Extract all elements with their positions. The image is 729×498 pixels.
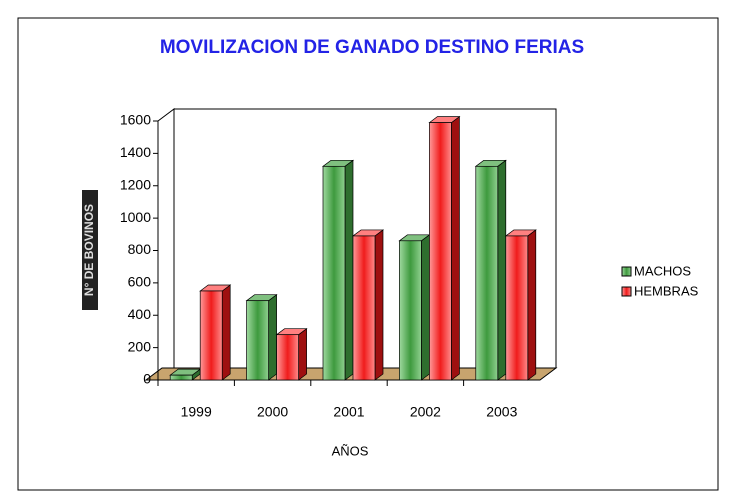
x-tick-label: 2001 xyxy=(333,404,364,420)
bar-side xyxy=(268,293,277,381)
y-tick-label: 1200 xyxy=(120,176,151,192)
y-tick-label: 200 xyxy=(128,338,152,354)
x-tick-label: 2000 xyxy=(257,404,288,420)
bar-side xyxy=(527,229,537,381)
legend-label: HEMBRAS xyxy=(634,283,699,298)
bar-side xyxy=(344,159,354,381)
bar xyxy=(505,235,529,381)
y-tick-label: 1400 xyxy=(120,144,151,160)
bar xyxy=(246,300,269,381)
legend-label: MACHOS xyxy=(634,263,691,278)
bar-side xyxy=(497,159,507,381)
x-tick-label: 1999 xyxy=(181,404,212,420)
y-tick-label: 0 xyxy=(143,371,151,387)
bar-side xyxy=(451,115,460,381)
bar xyxy=(399,240,422,381)
bar xyxy=(352,235,376,381)
y-tick-label: 1600 xyxy=(120,112,151,128)
x-axis-label: AÑOS xyxy=(332,443,369,458)
bar-side xyxy=(221,284,231,381)
back-wall xyxy=(157,108,175,381)
x-tick-label: 2003 xyxy=(486,404,517,420)
legend-swatch xyxy=(621,286,632,297)
x-tick-label: 2002 xyxy=(410,404,441,420)
bar xyxy=(199,290,223,381)
bar xyxy=(475,165,499,381)
bar xyxy=(322,165,346,381)
y-tick-label: 1000 xyxy=(120,209,151,225)
legend-swatch xyxy=(621,266,632,277)
bar xyxy=(169,374,193,381)
y-axis-label-bg xyxy=(82,190,98,310)
y-tick-label: 800 xyxy=(128,241,152,257)
y-axis-label: N° DE BOVINOS xyxy=(82,204,96,296)
y-tick-label: 600 xyxy=(128,274,152,290)
y-axis-label-group: N° DE BOVINOS xyxy=(82,190,98,310)
y-tick-label: 400 xyxy=(128,306,152,322)
bar-side xyxy=(374,229,384,381)
bar xyxy=(429,122,452,381)
bar xyxy=(276,334,299,381)
chart-title: MOVILIZACION DE GANADO DESTINO FERIAS xyxy=(160,37,584,58)
bar-side xyxy=(421,234,430,381)
bar-side xyxy=(298,327,307,381)
